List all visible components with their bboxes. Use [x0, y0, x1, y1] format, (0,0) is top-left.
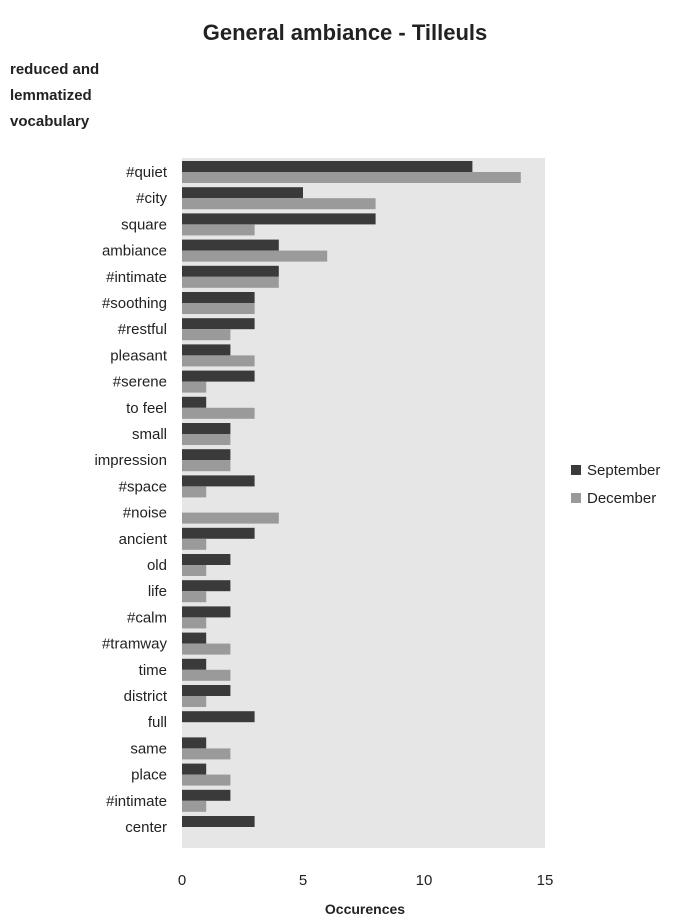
bar-december-noise-13	[182, 512, 279, 524]
category-label-10: small	[132, 426, 167, 443]
legend-label-september: September	[587, 462, 660, 479]
category-label-1: #city	[136, 190, 167, 207]
legend-swatch-december	[571, 493, 581, 503]
category-label-21: full	[148, 714, 167, 731]
category-label-19: time	[139, 662, 167, 679]
x-tick-label-2: 10	[416, 872, 433, 889]
bar-december-intimate-4	[182, 276, 279, 288]
bar-september-small-10	[182, 423, 231, 434]
bar-december-old-15	[182, 565, 207, 576]
category-label-20: district	[124, 688, 168, 705]
bar-september-restful-6	[182, 318, 255, 330]
category-label-18: #tramway	[102, 636, 168, 653]
bar-december-life-16	[182, 591, 207, 603]
bar-december-intimate-24	[182, 800, 207, 812]
bar-september-soothing-5	[182, 292, 255, 303]
bar-september-same-22	[182, 737, 207, 749]
bar-september-to-feel-9	[182, 396, 207, 408]
bar-september-serene-8	[182, 370, 255, 382]
bar-december-calm-17	[182, 617, 207, 629]
bars-group	[182, 161, 521, 827]
bar-december-ancient-14	[182, 538, 207, 550]
x-tick-labels-group: 0 5 10 15	[178, 872, 554, 889]
category-labels-group: #quiet #city square ambiance #intimate #sooth…	[94, 164, 167, 836]
bar-december-square-2	[182, 224, 255, 236]
category-label-25: center	[125, 819, 167, 836]
category-label-24: #intimate	[106, 793, 167, 810]
category-label-16: life	[148, 583, 167, 600]
chart-title: General ambiance - Tilleuls	[203, 20, 488, 45]
bar-december-place-23	[182, 774, 231, 786]
x-tick-label-3: 15	[537, 872, 554, 889]
bar-september-ambiance-3	[182, 239, 279, 251]
bar-september-city-1	[182, 187, 303, 199]
bar-december-tramway-18	[182, 643, 231, 655]
bar-september-space-12	[182, 475, 255, 487]
category-label-8: #serene	[113, 374, 167, 391]
bar-september-life-16	[182, 580, 231, 592]
category-label-0: #quiet	[126, 164, 168, 181]
bar-september-tramway-18	[182, 632, 207, 644]
bar-september-time-19	[182, 658, 207, 670]
bar-december-to-feel-9	[182, 407, 255, 419]
bar-september-full-21	[182, 711, 255, 723]
category-label-13: #noise	[123, 505, 167, 522]
legend: September December	[571, 462, 660, 507]
legend-label-december: December	[587, 490, 656, 507]
bar-september-center-25	[182, 816, 255, 827]
bar-december-restful-6	[182, 329, 231, 341]
category-label-9: to feel	[126, 400, 167, 417]
y-axis-title-line-3: vocabulary	[10, 113, 90, 130]
category-label-17: #calm	[127, 609, 167, 626]
category-label-12: #space	[119, 478, 167, 495]
category-label-22: same	[130, 740, 167, 757]
category-label-7: pleasant	[110, 347, 168, 364]
bar-september-intimate-4	[182, 265, 279, 277]
bar-september-place-23	[182, 763, 207, 775]
category-label-2: square	[121, 216, 167, 233]
bar-september-intimate-24	[182, 789, 231, 801]
category-label-6: #restful	[118, 321, 167, 338]
category-label-15: old	[147, 557, 167, 574]
x-axis-title: Occurences	[325, 901, 405, 917]
bar-september-quiet-0	[182, 161, 473, 172]
y-axis-title: reduced and lemmatized vocabulary	[10, 61, 103, 130]
category-label-4: #intimate	[106, 269, 167, 286]
bar-september-square-2	[182, 213, 376, 225]
bar-december-time-19	[182, 669, 231, 681]
bar-september-district-20	[182, 685, 231, 696]
category-label-3: ambiance	[102, 243, 167, 260]
category-label-23: place	[131, 767, 167, 784]
bar-september-impression-11	[182, 449, 231, 461]
bar-september-calm-17	[182, 606, 231, 618]
category-label-5: #soothing	[102, 295, 167, 312]
bar-september-pleasant-7	[182, 344, 231, 356]
y-axis-title-line-2: lemmatized	[10, 87, 92, 104]
bar-september-old-15	[182, 554, 231, 565]
y-axis-title-line-1: reduced and	[10, 61, 99, 78]
category-label-14: ancient	[119, 531, 168, 548]
bar-december-ambiance-3	[182, 250, 328, 262]
bar-december-impression-11	[182, 460, 231, 472]
bar-december-quiet-0	[182, 172, 521, 183]
bar-december-district-20	[182, 696, 207, 707]
x-tick-label-0: 0	[178, 872, 186, 889]
legend-swatch-september	[571, 465, 581, 475]
x-tick-label-1: 5	[299, 872, 307, 889]
bar-december-city-1	[182, 198, 376, 210]
bar-december-space-12	[182, 486, 207, 498]
category-label-11: impression	[94, 452, 167, 469]
bar-december-soothing-5	[182, 303, 255, 314]
bar-december-serene-8	[182, 381, 207, 393]
bar-september-ancient-14	[182, 527, 255, 539]
bar-december-pleasant-7	[182, 355, 255, 367]
bar-december-small-10	[182, 434, 231, 445]
bar-december-same-22	[182, 748, 231, 760]
